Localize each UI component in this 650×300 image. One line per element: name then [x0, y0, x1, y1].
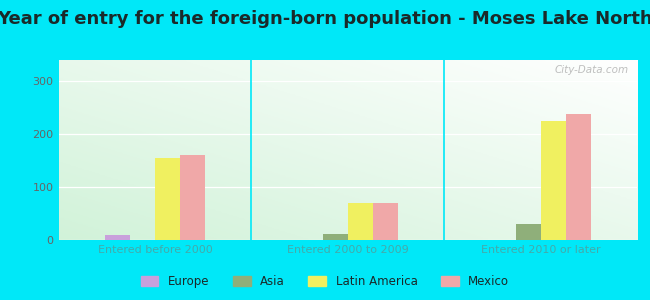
Bar [566, 114, 591, 240]
Bar [155, 158, 180, 240]
Bar [541, 121, 566, 240]
Bar [515, 224, 541, 240]
Text: Year of entry for the foreign-born population - Moses Lake North: Year of entry for the foreign-born popul… [0, 11, 650, 28]
Legend: Europe, Asia, Latin America, Mexico: Europe, Asia, Latin America, Mexico [136, 270, 514, 292]
Bar [322, 234, 348, 240]
Bar [180, 155, 205, 240]
Text: City-Data.com: City-Data.com [554, 65, 629, 75]
Bar [105, 235, 130, 240]
Bar [373, 203, 398, 240]
Bar [348, 203, 373, 240]
